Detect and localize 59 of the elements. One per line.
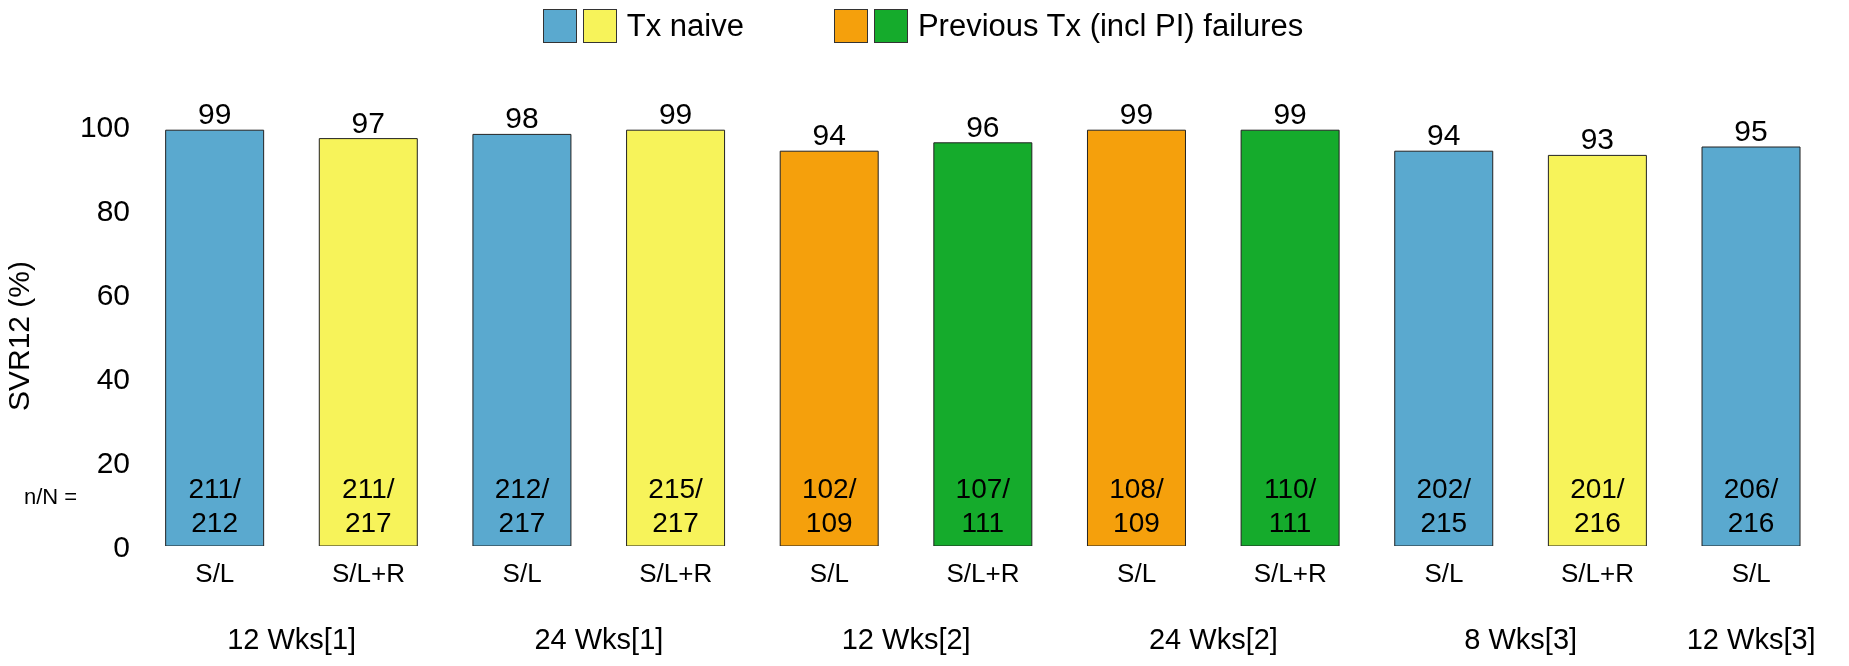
bar [626,129,726,546]
bar [165,129,265,546]
data-label: 94 [1427,118,1461,152]
x-tick-label: S/L+R [1561,558,1635,588]
data-label: 99 [658,97,693,131]
y-tick-label: 20 [96,445,130,479]
bar [1394,150,1494,546]
data-label: 99 [1273,97,1307,131]
annotation: 107/111 [955,473,1011,538]
annotation: 206/216 [1723,473,1779,538]
y-tick-label: 60 [96,277,130,311]
data-label: 98 [505,101,539,135]
text: n/N = [24,484,78,510]
text: 12 Wks[2] [841,623,971,655]
bar [1547,154,1647,546]
bar [1240,129,1340,546]
annotation: 212/217 [494,473,550,538]
text: 24 Wks[2] [1148,623,1278,655]
x-tick-label: S/L [1424,558,1464,588]
bar [318,138,418,546]
annotation: 211/212 [188,473,242,538]
data-label: 93 [1580,122,1615,156]
y-tick-label: 80 [96,193,130,227]
annotation: 215/217 [648,473,704,538]
y-tick-label: 40 [96,361,130,395]
legend-label: Previous Tx (incl PI) failures [917,8,1304,44]
legend-label: Tx naive [626,8,744,44]
text: 8 Wks[3] [1464,623,1578,655]
bar [1086,129,1186,546]
data-label: 94 [812,118,846,152]
annotation: 108/109 [1109,473,1164,538]
data-label: 99 [1119,97,1154,131]
x-tick-label: S/L [1731,558,1771,588]
x-tick-label: S/L [809,558,849,588]
data-label: 95 [1734,114,1768,147]
data-label: 99 [197,97,232,131]
annotation: 201/216 [1570,473,1625,538]
data-label: 96 [966,109,1000,143]
annotation: 102/109 [801,473,857,538]
x-tick-label: S/L [195,558,235,588]
text: 12 Wks[1] [227,623,357,655]
x-tick-label: S/L+R [946,558,1020,588]
text: 12 Wks[3] [1686,623,1816,655]
annotation: 202/215 [1416,473,1472,538]
annotation: 110/111 [1263,473,1317,538]
y-tick-label: 0 [113,529,130,563]
bar [472,133,572,546]
y-tick-label: 100 [79,109,130,143]
x-tick-label: S/L+R [639,558,713,588]
x-tick-label: S/L+R [331,558,405,588]
bar [1701,146,1801,546]
x-tick-label: S/L+R [1253,558,1327,588]
bar [933,142,1033,546]
data-label: 97 [351,105,385,139]
bar [779,150,879,546]
annotation: 211/217 [342,473,395,538]
x-tick-label: S/L [502,558,542,588]
text: 24 Wks[1] [534,623,664,655]
x-tick-label: S/L [1117,558,1157,588]
